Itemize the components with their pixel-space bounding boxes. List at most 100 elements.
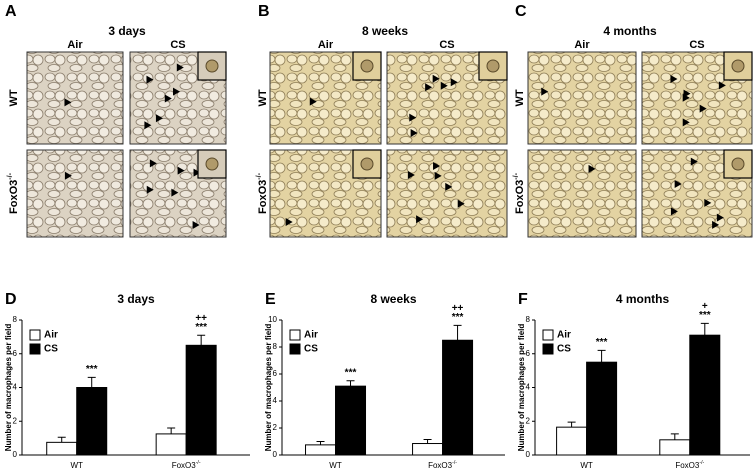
panel-label: C — [515, 3, 527, 20]
y-tick-label: 2 — [526, 416, 531, 425]
error-bar — [346, 380, 355, 387]
panel-title: 4 months — [603, 24, 657, 38]
column-label: Air — [318, 39, 334, 51]
x-tick-label: FoxO3-/- — [428, 460, 457, 470]
arrowhead — [440, 81, 448, 90]
error-bar — [316, 441, 325, 445]
arrowhead — [432, 74, 440, 83]
row-label: WT — [257, 89, 269, 106]
column-label: Air — [67, 39, 83, 51]
y-tick-label: 8 — [13, 315, 18, 324]
row-label: FoxO3-/- — [512, 172, 526, 214]
arrowhead — [164, 94, 172, 103]
error-bar — [567, 421, 576, 428]
panel-title: 3 days — [108, 24, 146, 38]
error-bar — [453, 324, 462, 341]
y-tick-label: 4 — [526, 383, 531, 392]
bar — [689, 334, 721, 456]
inset-cell — [360, 59, 374, 73]
x-tick-label: WT — [329, 461, 342, 470]
significance: *** — [596, 337, 608, 348]
arrowhead — [670, 75, 678, 84]
inset-cell — [731, 157, 745, 171]
column-label: CS — [439, 39, 454, 51]
row-label: WT — [8, 89, 20, 106]
y-tick-label: 8 — [526, 315, 531, 324]
bar — [412, 443, 444, 456]
error-bar — [597, 349, 606, 363]
error-bar — [670, 433, 679, 440]
legend-swatch — [29, 329, 41, 341]
bar — [556, 426, 588, 456]
y-tick-label: 4 — [13, 383, 18, 392]
micrograph — [527, 149, 637, 238]
panel-label: A — [5, 3, 17, 20]
column-label: Air — [574, 39, 590, 51]
significance-vs-wt: + — [702, 301, 708, 312]
y-tick-label: 8 — [273, 342, 278, 351]
micrograph — [26, 149, 124, 238]
arrowhead — [410, 128, 418, 137]
column-label: CS — [689, 39, 704, 51]
legend-swatch — [289, 343, 301, 355]
arrowhead — [192, 220, 200, 229]
y-tick-label: 0 — [526, 450, 531, 459]
legend-label: CS — [304, 344, 318, 355]
y-tick-label: 2 — [13, 416, 18, 425]
panel-title: 8 weeks — [362, 24, 408, 38]
error-bar — [87, 376, 96, 388]
micrograph — [527, 51, 637, 145]
error-bar — [423, 438, 432, 444]
arrowhead — [674, 179, 682, 188]
arrowhead — [670, 207, 678, 216]
bar — [76, 387, 108, 456]
y-tick-label: 4 — [273, 396, 278, 405]
y-axis-label: Number of macrophages per field — [264, 324, 273, 452]
legend-label: Air — [44, 330, 58, 341]
arrowhead — [285, 218, 293, 227]
legend-swatch — [29, 343, 41, 355]
y-tick-label: 0 — [273, 450, 278, 459]
bar — [659, 439, 691, 456]
legend-swatch — [542, 343, 554, 355]
significance: *** — [699, 310, 711, 321]
arrowhead — [416, 215, 424, 224]
arrowhead — [177, 166, 185, 175]
bar — [442, 339, 474, 456]
y-axis-label: Number of macrophages per field — [517, 324, 526, 452]
row-label: FoxO3-/- — [255, 172, 269, 214]
bar — [335, 385, 367, 456]
y-tick-label: 6 — [273, 369, 278, 378]
panel-label: B — [258, 3, 270, 20]
inset-cell — [486, 59, 500, 73]
arrowhead — [712, 220, 720, 229]
significance: *** — [345, 367, 357, 378]
arrowhead — [309, 97, 317, 106]
y-tick-label: 6 — [526, 349, 531, 358]
panel-label: D — [5, 291, 17, 308]
bar — [185, 344, 217, 456]
bar — [46, 441, 78, 456]
inset — [723, 149, 753, 179]
inset — [352, 149, 382, 179]
inset-cell — [360, 157, 374, 171]
x-tick-label: FoxO3-/- — [172, 460, 201, 470]
legend-swatch — [542, 329, 554, 341]
micrograph-panels: A 3 days Air CS WT FoxO3-/- B 8 weeks Air CS WT Fox… — [5, 3, 753, 238]
arrowhead — [699, 104, 707, 113]
arrowhead — [409, 113, 417, 122]
legend-label: CS — [44, 344, 58, 355]
x-tick-label: WT — [580, 461, 593, 470]
bar — [305, 444, 337, 456]
arrowhead — [176, 63, 184, 72]
arrowhead — [682, 118, 690, 127]
bar — [586, 361, 618, 456]
arrowhead — [704, 198, 712, 207]
error-bar — [197, 334, 206, 346]
x-tick-label: WT — [71, 461, 84, 470]
arrowhead — [146, 185, 154, 194]
significance: *** — [195, 322, 207, 333]
arrowhead — [155, 114, 163, 123]
